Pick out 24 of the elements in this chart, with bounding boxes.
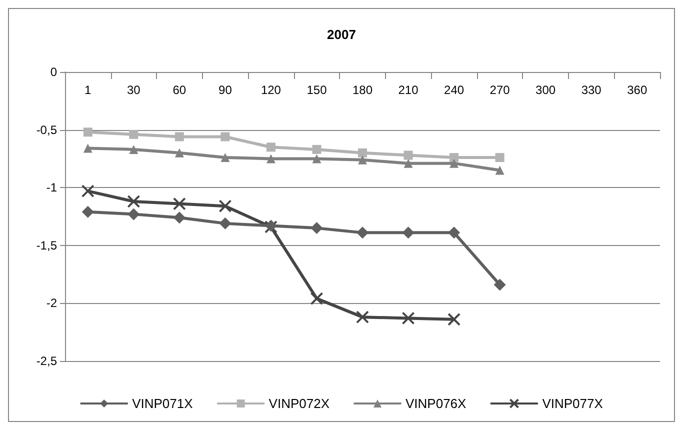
y-tick-label: -1 <box>46 180 58 195</box>
x-tick-label: 360 <box>627 83 648 97</box>
legend-label: VINP076X <box>406 396 467 411</box>
y-tick-label: -0,5 <box>36 122 58 137</box>
x-tick-label: 180 <box>352 83 373 97</box>
legend-label: VINP072X <box>268 396 330 411</box>
x-tick-label: 270 <box>490 83 510 97</box>
x-tick-label: 30 <box>126 83 141 97</box>
y-tick-label: -2,5 <box>36 354 58 368</box>
y-tick-label: -1,5 <box>36 238 58 252</box>
x-tick-label: 90 <box>218 83 232 97</box>
x-tick-label: 240 <box>444 83 464 97</box>
x-tick-label: 210 <box>398 83 419 97</box>
x-tick-label: 300 <box>536 83 556 97</box>
chart-title: 2007 <box>327 27 356 42</box>
x-tick-label: 330 <box>581 83 602 97</box>
x-tick-label: 1 <box>84 83 92 97</box>
y-tick-label: 0 <box>50 65 58 79</box>
legend-label: VINP071X <box>132 396 194 411</box>
y-tick-label: -2 <box>46 296 58 310</box>
x-tick-label: 120 <box>260 83 282 97</box>
legend-label: VINP077X <box>542 396 604 411</box>
x-tick-label: 60 <box>172 83 186 97</box>
x-tick-label: 150 <box>306 83 328 97</box>
